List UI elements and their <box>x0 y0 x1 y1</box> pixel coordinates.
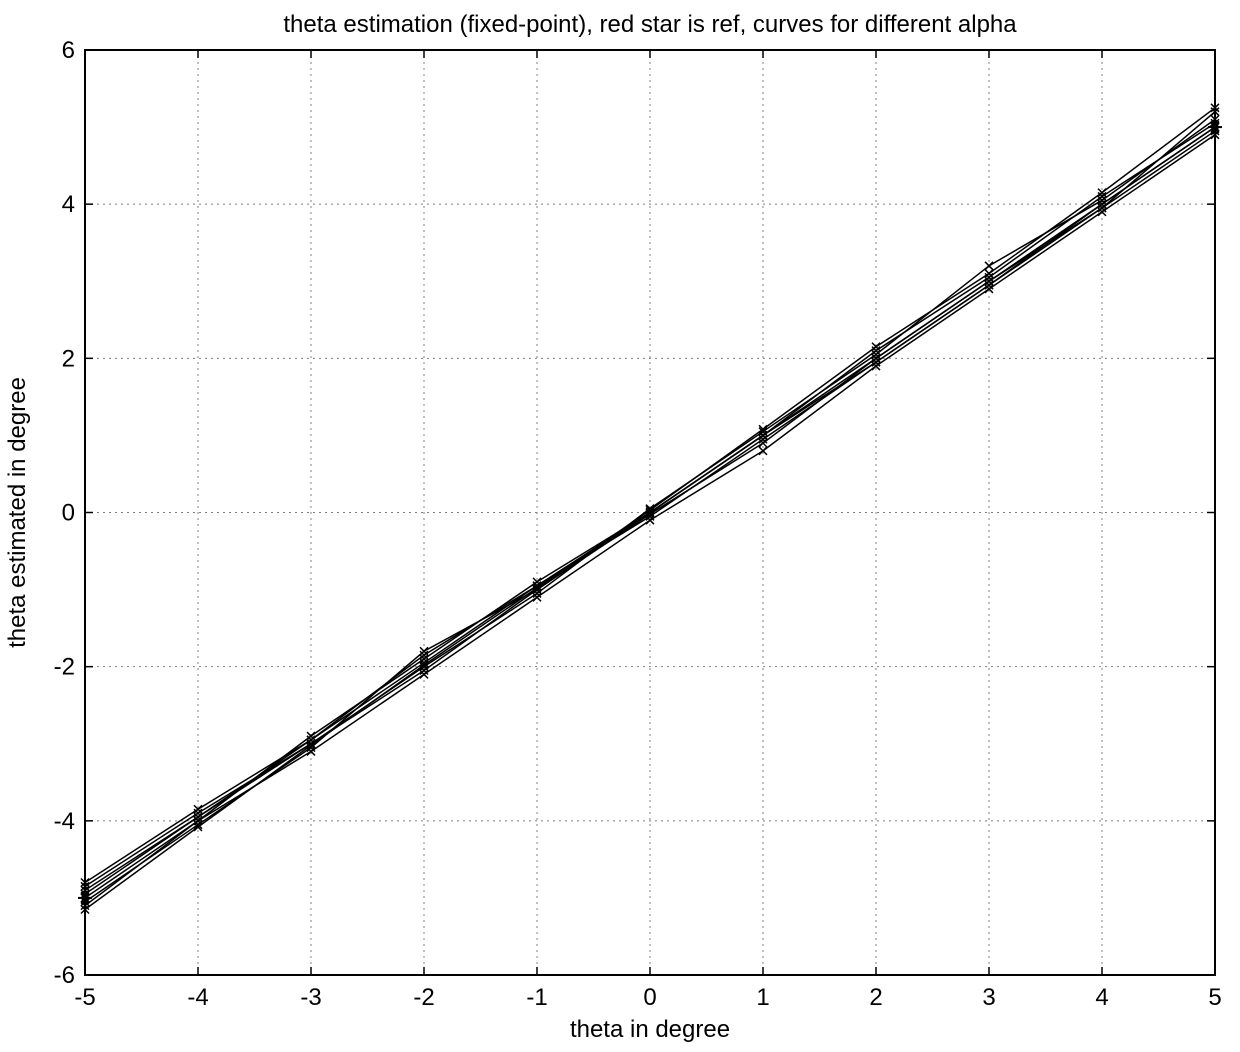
x-tick-label: 0 <box>643 984 656 1011</box>
x-axis-label: theta in degree <box>570 1016 730 1043</box>
y-tick-label: -4 <box>54 808 75 835</box>
x-tick-label: -5 <box>74 984 95 1011</box>
chart-title: theta estimation (fixed-point), red star… <box>283 11 1017 38</box>
data-marker-x <box>985 262 993 270</box>
x-tick-label: 3 <box>982 984 995 1011</box>
x-tick-label: 2 <box>869 984 882 1011</box>
y-tick-label: 4 <box>62 191 75 218</box>
y-axis-label: theta estimated in degree <box>4 377 31 648</box>
y-tick-label: 0 <box>62 500 75 527</box>
y-tick-label: 6 <box>62 37 75 64</box>
series-line <box>85 127 1215 882</box>
x-tick-label: -2 <box>413 984 434 1011</box>
x-tick-label: 5 <box>1208 984 1221 1011</box>
y-tick-label: 2 <box>62 345 75 372</box>
x-tick-label: 4 <box>1095 984 1108 1011</box>
theta-estimation-chart: -5 -4 -3 -2 -1 0 1 2 3 4 5 -6 -4 -2 0 2 4 6 theta estimat… <box>0 0 1240 1052</box>
y-tick-label: -2 <box>54 654 75 681</box>
y-tick-label: -6 <box>54 962 75 989</box>
x-tick-label: -4 <box>187 984 208 1011</box>
chart-container: -5 -4 -3 -2 -1 0 1 2 3 4 5 -6 -4 -2 0 2 4 6 theta estimat… <box>0 0 1240 1052</box>
x-tick-label: -1 <box>526 984 547 1011</box>
x-tick-label: 1 <box>756 984 769 1011</box>
x-tick-label: -3 <box>300 984 321 1011</box>
